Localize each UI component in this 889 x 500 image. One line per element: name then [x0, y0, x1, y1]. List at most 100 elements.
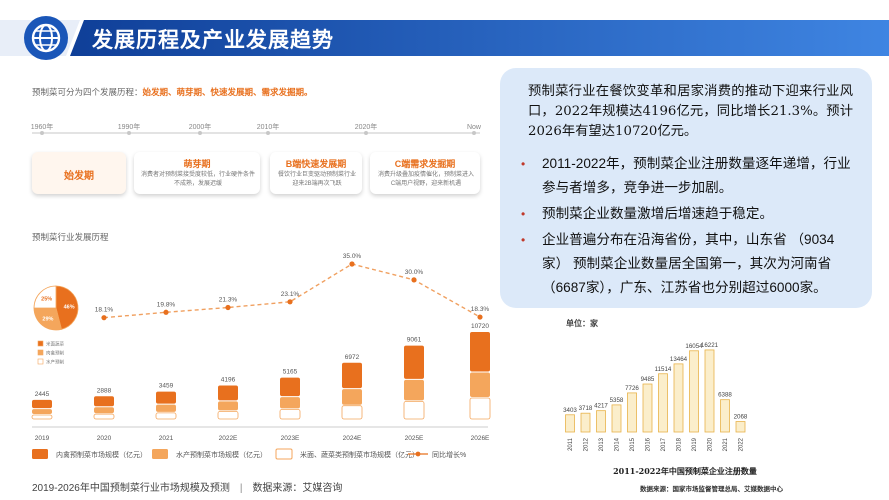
legend-label: 内禽预制菜市场规模（亿元）	[56, 450, 147, 459]
market-total-label: 2445	[35, 391, 50, 398]
registration-x-tick: 2011	[568, 437, 574, 451]
growth-point	[477, 314, 483, 320]
market-bar-segment	[470, 332, 490, 372]
registration-x-tick: 2020	[708, 437, 714, 451]
market-bar-segment	[31, 414, 53, 420]
registration-x-tick: 2015	[630, 437, 636, 451]
registration-x-tick: 2019	[692, 437, 698, 451]
timeline-subtitle: 预制菜可分为四个发展历程：始发期、萌芽期、快速发展期、需求发掘期。	[32, 86, 313, 98]
pie-legend-label: 米面蔬菜	[46, 341, 64, 348]
timeline-year-label: 1960年	[31, 122, 54, 131]
registration-value-label: 13464	[670, 356, 688, 363]
timeline-year-label: 2010年	[257, 122, 280, 131]
bullet-item: • 预制菜企业数量激增后增速趋于稳定。	[518, 202, 858, 226]
market-bar-segment	[94, 396, 114, 407]
registration-x-tick: 2012	[584, 437, 590, 451]
growth-label: 30.0%	[405, 269, 424, 276]
pie-label: 29%	[42, 316, 53, 322]
timeline-dot	[472, 131, 476, 135]
phase-title-3: B端快速发展期	[285, 159, 347, 169]
timeline-year-label: 2000年	[189, 122, 212, 131]
bullet-dot-icon: •	[521, 157, 526, 171]
market-total-label: 5165	[283, 369, 298, 376]
footer-source: 数据来源：艾媒咨询	[252, 483, 343, 494]
registration-bar	[580, 412, 591, 433]
globe-icon	[22, 14, 70, 62]
info-panel	[500, 68, 872, 308]
summary-quote: 预制菜行业在餐饮变革和居家消费的推动下迎来行业风口，2022年规模达4196亿元…	[528, 84, 853, 139]
market-bar-segment	[218, 385, 238, 401]
unit-label: 单位：家	[566, 319, 598, 328]
growth-label: 21.3%	[219, 297, 238, 304]
registration-bar	[704, 349, 715, 433]
page-title: 发展历程及产业发展趋势	[92, 29, 334, 52]
registration-value-label: 4217	[594, 403, 608, 410]
market-total-label: 2888	[97, 387, 112, 394]
phase-card-2: 萌芽期 消费者对预制菜接受度较低，行业硬件条件不成熟，发展迟缓	[134, 152, 260, 194]
market-x-tick: 2020	[97, 435, 112, 442]
timeline-subtitle-prefix: 预制菜可分为四个发展历程：	[32, 87, 143, 97]
market-bar-segment	[217, 410, 239, 420]
market-total-label: 10720	[471, 323, 489, 330]
pie-legend-label: 水产预制	[46, 359, 64, 366]
phase-desc-4: 消费升级叠加疫情催化，预制菜进入C端用户视野，迎来新机遇	[377, 172, 474, 187]
growth-label: 19.8%	[157, 301, 176, 308]
data-source-right: 数据来源：国家市场监督管理总局、艾媒数据中心	[640, 486, 783, 493]
market-x-tick: 2019	[35, 435, 50, 442]
registration-x-tick: 2018	[677, 437, 683, 451]
market-bar-segment	[403, 401, 425, 420]
phase-title-4: C端需求发掘期	[394, 159, 456, 169]
market-x-tick: 2023E	[281, 435, 300, 442]
market-bar-segment	[470, 372, 490, 397]
pie-label: 46%	[64, 304, 75, 310]
growth-point	[287, 299, 293, 305]
registration-value-label: 9485	[641, 376, 655, 383]
market-size-chart: 2445 2888 3459 4196 5165 6972 9061 10720 18.1% 19…	[31, 253, 491, 460]
market-bar-segment	[404, 379, 424, 401]
market-bar-segment	[155, 412, 177, 420]
phase-card-1: 始发期	[32, 152, 126, 194]
pie-legend-swatch	[37, 349, 44, 356]
registration-bar	[720, 399, 730, 433]
registration-x-tick: 2022	[739, 437, 745, 451]
legend-label: 同比增长%	[432, 450, 466, 459]
phase-title-2: 萌芽期	[183, 159, 211, 169]
timeline-dot	[40, 131, 44, 135]
legend-label: 水产预制菜市场规模（亿元）	[176, 450, 267, 459]
pie-slice	[33, 307, 62, 331]
market-bar-segment	[156, 391, 176, 404]
registration-x-tick: 2013	[599, 437, 605, 451]
legend-swatch	[275, 448, 293, 460]
growth-label: 23.1%	[281, 291, 300, 298]
pie-chart: 46% 29% 25%	[33, 285, 79, 331]
pie-legend-label: 肉禽预制	[46, 350, 64, 357]
registration-bar	[735, 421, 746, 433]
timeline-dot	[364, 131, 368, 135]
pie-slice	[55, 285, 79, 330]
footer-chart-title: 2019-2026年中国预制菜行业市场规模及预测	[32, 483, 230, 494]
timeline-axis: 1960年 1990年 2000年 2010年 2020年 Now	[31, 122, 482, 135]
market-bar-segment	[342, 362, 362, 389]
market-bar-segment	[404, 345, 424, 379]
growth-point	[225, 304, 231, 311]
market-x-tick: 2025E	[405, 435, 424, 442]
bullet-item: • 企业普遍分布在沿海省份，其中，山东省 （9034家） 预制菜企业数量居全国第一…	[518, 228, 858, 300]
market-bar-segment	[342, 389, 362, 405]
legend-label: 米面、蔬菜类预制菜市场规模（亿元）	[300, 450, 419, 459]
registration-bar	[658, 373, 668, 433]
registration-value-label: 2068	[734, 414, 748, 421]
bullet-text: 预制菜企业数量激增后增速趋于稳定。	[542, 206, 774, 221]
registration-value-label: 3403	[563, 407, 577, 414]
market-bar-segment	[93, 413, 115, 420]
market-bar-segment	[279, 409, 301, 420]
timeline-year-label: 1990年	[118, 122, 141, 131]
market-bar-segment	[280, 377, 300, 397]
market-total-label: 6972	[345, 354, 360, 361]
registration-value-label: 7726	[625, 385, 639, 392]
phase-card-3: B端快速发展期 餐饮行业巨变驱动预制菜行业迎来2B端再次飞跃	[270, 152, 362, 194]
registration-x-tick: 2021	[723, 437, 729, 451]
phase-desc-2: 消费者对预制菜接受度较低，行业硬件条件不成熟，发展迟缓	[140, 172, 255, 187]
market-bar-segment	[341, 405, 363, 420]
timeline-dot	[127, 131, 131, 135]
market-bar-segment	[280, 397, 300, 409]
